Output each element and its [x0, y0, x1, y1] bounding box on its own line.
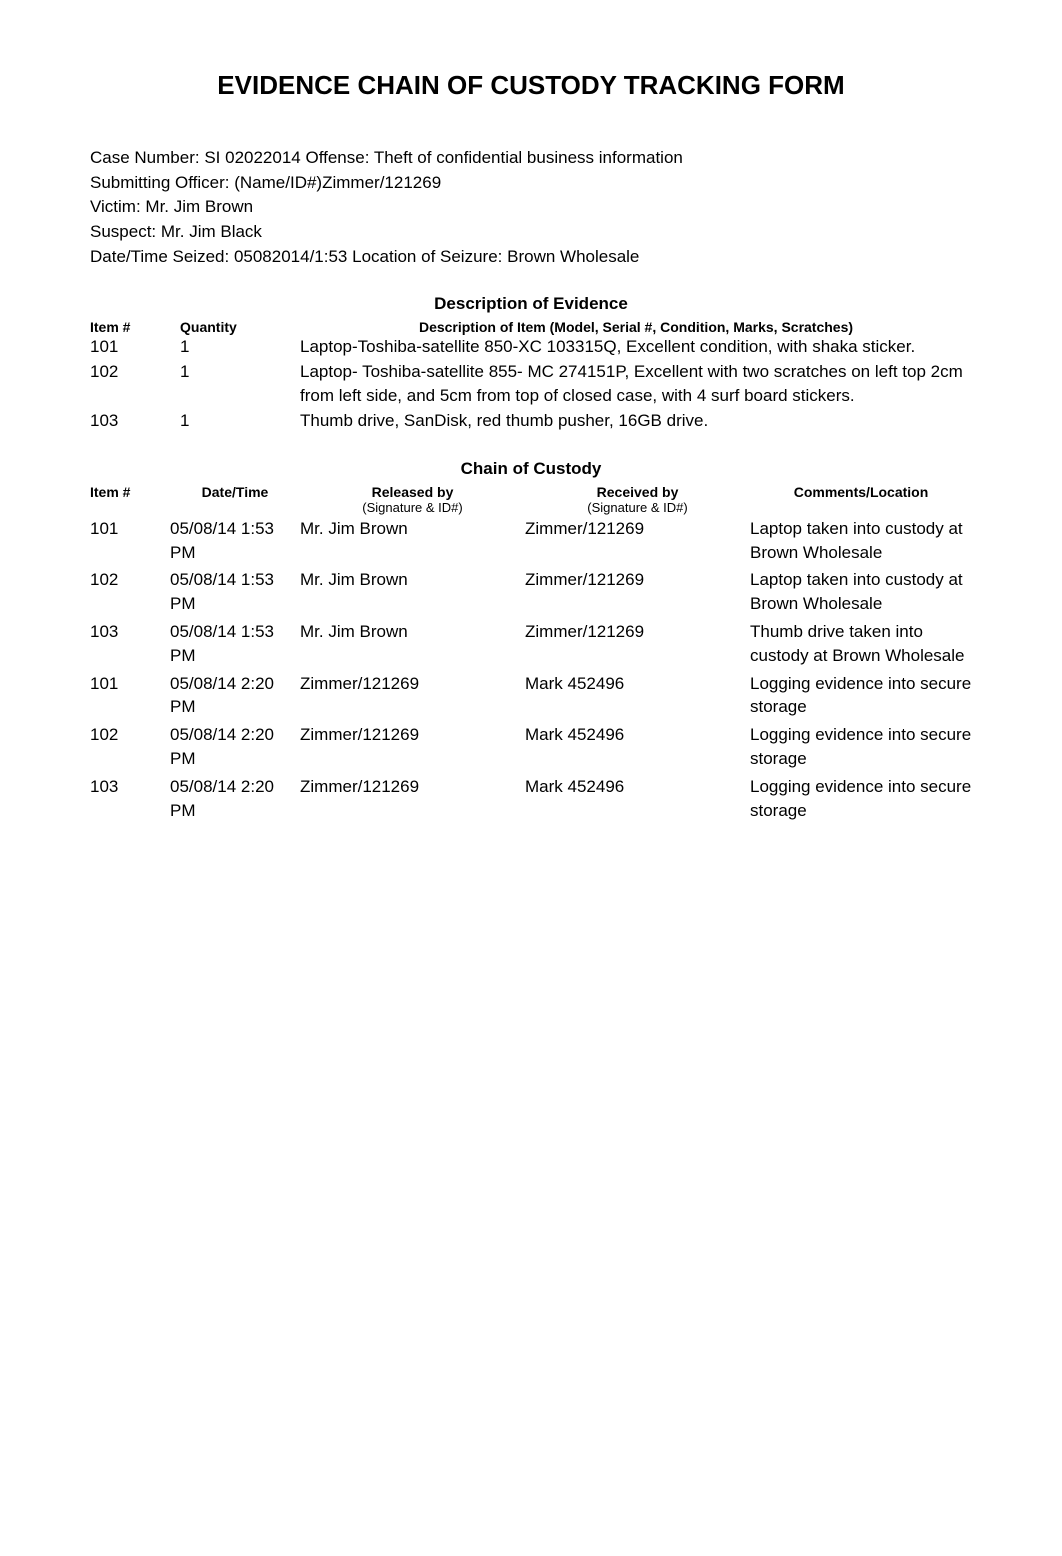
- case-info-block: Case Number: SI 02022014 Offense: Theft …: [90, 146, 972, 269]
- evidence-row: 102 1 Laptop- Toshiba-satellite 855- MC …: [90, 360, 972, 409]
- evidence-quantity: 1: [180, 335, 300, 360]
- evidence-table: Item # Quantity Description of Item (Mod…: [90, 319, 972, 434]
- custody-comments: Logging evidence into secure storage: [750, 775, 972, 823]
- custody-released-by: Mr. Jim Brown: [300, 620, 525, 644]
- location-seizure-label: Location of Seizure:: [347, 247, 507, 266]
- custody-subheader-row: (Signature & ID#) (Signature & ID#): [90, 500, 972, 515]
- victim-line: Victim: Mr. Jim Brown: [90, 195, 972, 220]
- custody-row: 102 05/08/14 2:20 PM Zimmer/121269 Mark …: [90, 723, 972, 771]
- evidence-description: Laptop- Toshiba-satellite 855- MC 274151…: [300, 360, 972, 409]
- custody-comments: Logging evidence into secure storage: [750, 672, 972, 720]
- submitting-officer-label: Submitting Officer: (Name/ID#): [90, 173, 322, 192]
- custody-header-comments: Comments/Location: [750, 484, 972, 500]
- custody-comments: Thumb drive taken into custody at Brown …: [750, 620, 972, 668]
- evidence-item-number: 101: [90, 335, 180, 360]
- evidence-header-description: Description of Item (Model, Serial #, Co…: [300, 319, 972, 335]
- custody-item-number: 101: [90, 517, 170, 541]
- custody-comments: Laptop taken into custody at Brown Whole…: [750, 517, 972, 565]
- custody-header-date: Date/Time: [170, 484, 300, 500]
- datetime-seized-value: 05082014/1:53: [234, 247, 347, 266]
- custody-item-number: 102: [90, 723, 170, 747]
- submitting-officer-line: Submitting Officer: (Name/ID#)Zimmer/121…: [90, 171, 972, 196]
- custody-date: 05/08/14 1:53 PM: [170, 517, 300, 565]
- evidence-quantity: 1: [180, 360, 300, 385]
- evidence-header-row: Item # Quantity Description of Item (Mod…: [90, 319, 972, 335]
- evidence-description: Thumb drive, SanDisk, red thumb pusher, …: [300, 409, 972, 434]
- evidence-quantity: 1: [180, 409, 300, 434]
- victim-value: Mr. Jim Brown: [145, 197, 253, 216]
- custody-date: 05/08/14 2:20 PM: [170, 672, 300, 720]
- custody-received-by: Zimmer/121269: [525, 620, 750, 644]
- custody-received-by: Mark 452496: [525, 672, 750, 696]
- custody-item-number: 103: [90, 775, 170, 799]
- custody-date: 05/08/14 2:20 PM: [170, 723, 300, 771]
- case-number-label: Case Number:: [90, 148, 204, 167]
- case-number-value: SI 02022014: [204, 148, 300, 167]
- custody-row: 103 05/08/14 2:20 PM Zimmer/121269 Mark …: [90, 775, 972, 823]
- form-title: EVIDENCE CHAIN OF CUSTODY TRACKING FORM: [90, 70, 972, 101]
- custody-comments: Laptop taken into custody at Brown Whole…: [750, 568, 972, 616]
- location-seizure-value: Brown Wholesale: [507, 247, 639, 266]
- custody-received-by: Zimmer/121269: [525, 568, 750, 592]
- custody-subheader-received: (Signature & ID#): [525, 500, 750, 515]
- offense-label: Offense:: [301, 148, 374, 167]
- custody-row: 101 05/08/14 1:53 PM Mr. Jim Brown Zimme…: [90, 517, 972, 565]
- custody-released-by: Zimmer/121269: [300, 672, 525, 696]
- evidence-row: 101 1 Laptop-Toshiba-satellite 850-XC 10…: [90, 335, 972, 360]
- evidence-row: 103 1 Thumb drive, SanDisk, red thumb pu…: [90, 409, 972, 434]
- suspect-label: Suspect:: [90, 222, 161, 241]
- evidence-heading: Description of Evidence: [90, 294, 972, 314]
- datetime-seized-label: Date/Time Seized:: [90, 247, 234, 266]
- custody-item-number: 103: [90, 620, 170, 644]
- custody-date: 05/08/14 1:53 PM: [170, 568, 300, 616]
- custody-received-by: Mark 452496: [525, 723, 750, 747]
- custody-row: 102 05/08/14 1:53 PM Mr. Jim Brown Zimme…: [90, 568, 972, 616]
- custody-heading: Chain of Custody: [90, 459, 972, 479]
- evidence-header-quantity: Quantity: [180, 319, 300, 335]
- evidence-description: Laptop-Toshiba-satellite 850-XC 103315Q,…: [300, 335, 972, 360]
- evidence-item-number: 103: [90, 409, 180, 434]
- custody-row: 101 05/08/14 2:20 PM Zimmer/121269 Mark …: [90, 672, 972, 720]
- custody-released-by: Zimmer/121269: [300, 723, 525, 747]
- custody-received-by: Mark 452496: [525, 775, 750, 799]
- custody-header-item: Item #: [90, 484, 170, 500]
- custody-item-number: 102: [90, 568, 170, 592]
- suspect-line: Suspect: Mr. Jim Black: [90, 220, 972, 245]
- custody-comments: Logging evidence into secure storage: [750, 723, 972, 771]
- custody-header-row: Item # Date/Time Released by Received by…: [90, 484, 972, 500]
- custody-section: Chain of Custody Item # Date/Time Releas…: [90, 459, 972, 823]
- custody-subheader-released: (Signature & ID#): [300, 500, 525, 515]
- victim-label: Victim:: [90, 197, 145, 216]
- custody-date: 05/08/14 2:20 PM: [170, 775, 300, 823]
- custody-header-received: Received by: [525, 484, 750, 500]
- submitting-officer-value: Zimmer/121269: [322, 173, 441, 192]
- custody-row: 103 05/08/14 1:53 PM Mr. Jim Brown Zimme…: [90, 620, 972, 668]
- evidence-item-number: 102: [90, 360, 180, 385]
- custody-released-by: Mr. Jim Brown: [300, 568, 525, 592]
- evidence-header-item: Item #: [90, 319, 180, 335]
- datetime-seized-line: Date/Time Seized: 05082014/1:53 Location…: [90, 245, 972, 270]
- custody-released-by: Zimmer/121269: [300, 775, 525, 799]
- custody-date: 05/08/14 1:53 PM: [170, 620, 300, 668]
- suspect-value: Mr. Jim Black: [161, 222, 262, 241]
- custody-released-by: Mr. Jim Brown: [300, 517, 525, 541]
- offense-value: Theft of confidential business informati…: [374, 148, 683, 167]
- custody-received-by: Zimmer/121269: [525, 517, 750, 541]
- custody-header-released: Released by: [300, 484, 525, 500]
- custody-item-number: 101: [90, 672, 170, 696]
- case-number-line: Case Number: SI 02022014 Offense: Theft …: [90, 146, 972, 171]
